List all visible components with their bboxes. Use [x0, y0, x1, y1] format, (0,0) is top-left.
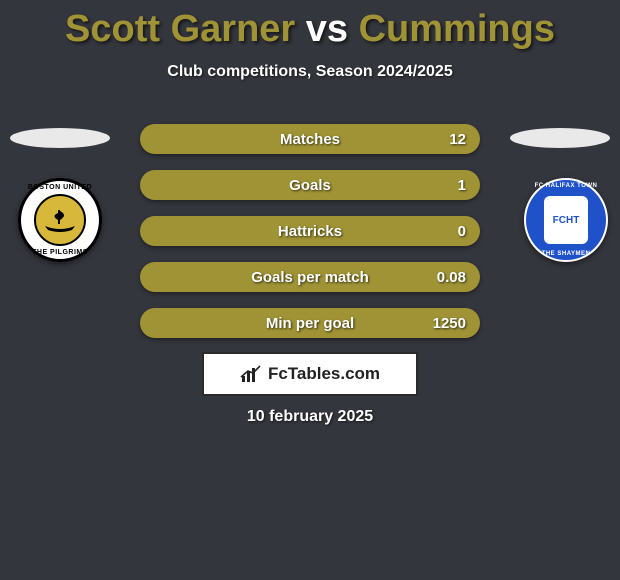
subtitle: Club competitions, Season 2024/2025 — [0, 63, 620, 81]
stat-label: Min per goal — [140, 315, 480, 332]
stat-bar-goals: Goals 1 — [140, 170, 480, 200]
crest-left-inner — [34, 194, 86, 246]
club-crest-right: FCHT FC HALIFAX TOWN THE SHAYMEN — [524, 178, 608, 262]
bar-chart-icon — [240, 364, 262, 384]
stat-label: Goals — [140, 177, 480, 194]
club-crest-left: BOSTON UNITED THE PILGRIMS — [18, 178, 102, 262]
player-oval-right — [510, 128, 610, 148]
stat-bar-min-per-goal: Min per goal 1250 — [140, 308, 480, 338]
crest-right-text-bottom: THE SHAYMEN — [524, 251, 608, 257]
stat-value: 0 — [458, 223, 466, 240]
crest-left-text-bottom: THE PILGRIMS — [18, 249, 102, 256]
crest-right-inner: FCHT — [544, 196, 588, 244]
title-vs: vs — [306, 8, 348, 50]
stat-value: 12 — [449, 131, 466, 148]
title-right: Cummings — [359, 8, 555, 50]
stat-value: 0.08 — [437, 269, 466, 286]
stat-value: 1250 — [433, 315, 466, 332]
brand-text: FcTables.com — [268, 364, 380, 384]
stat-label: Hattricks — [140, 223, 480, 240]
page-title: Scott Garner vs Cummings — [0, 0, 620, 51]
brand-box[interactable]: FcTables.com — [202, 352, 418, 396]
crest-left-text-top: BOSTON UNITED — [18, 184, 102, 191]
stat-value: 1 — [458, 177, 466, 194]
crest-right-inner-text: FCHT — [553, 215, 580, 226]
crest-right-text-top: FC HALIFAX TOWN — [524, 183, 608, 189]
stat-bars: Matches 12 Goals 1 Hattricks 0 Goals per… — [140, 124, 480, 354]
stat-label: Matches — [140, 131, 480, 148]
date-text: 10 february 2025 — [0, 408, 620, 426]
stat-bar-goals-per-match: Goals per match 0.08 — [140, 262, 480, 292]
title-left: Scott Garner — [65, 8, 295, 50]
stat-bar-matches: Matches 12 — [140, 124, 480, 154]
stat-bar-hattricks: Hattricks 0 — [140, 216, 480, 246]
player-oval-left — [10, 128, 110, 148]
ship-icon — [42, 206, 78, 234]
stat-label: Goals per match — [140, 269, 480, 286]
